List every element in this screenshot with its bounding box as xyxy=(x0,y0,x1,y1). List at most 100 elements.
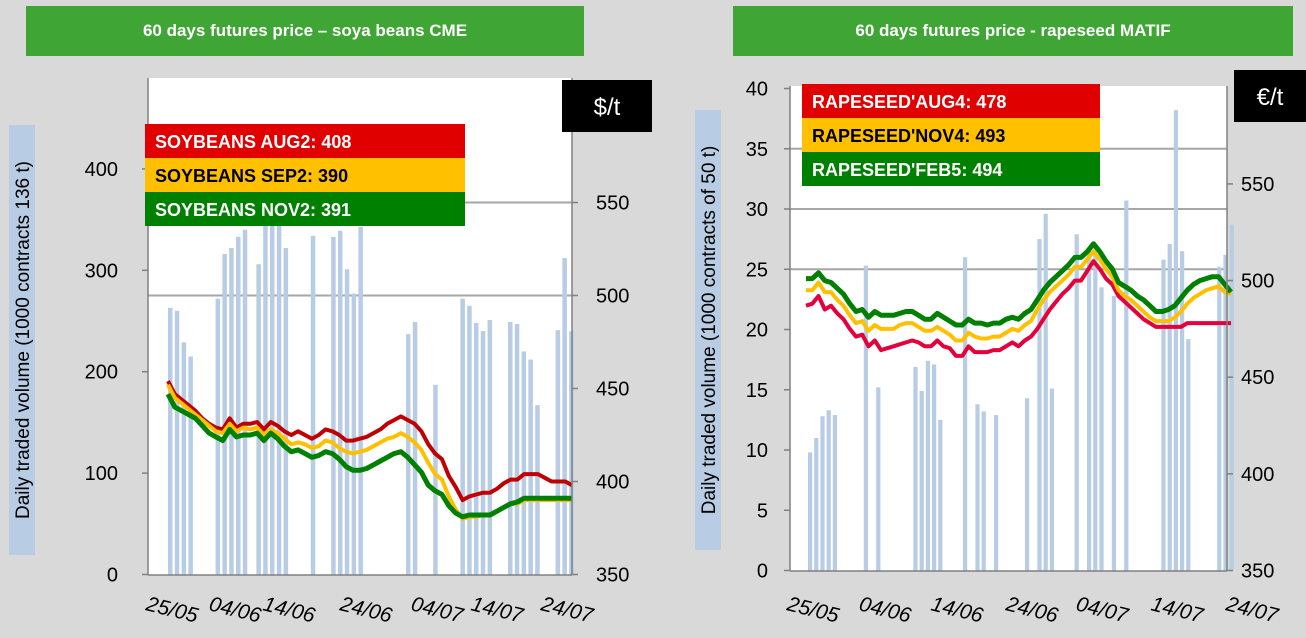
y2-tick-label: 500 xyxy=(596,286,629,308)
series-line-soybeans-aug2 xyxy=(166,380,574,503)
volume-bar xyxy=(925,360,930,571)
y-tick-label: 30 xyxy=(746,199,768,221)
volume-bar xyxy=(270,209,275,575)
volume-bar xyxy=(938,419,943,571)
series-line-rapeseed-feb5 xyxy=(806,241,1233,328)
y2-tick-label: 400 xyxy=(1241,464,1274,486)
volume-bar xyxy=(487,319,493,575)
volume-bar xyxy=(222,254,227,575)
unit-box xyxy=(562,80,652,132)
volume-bar xyxy=(820,416,825,571)
x-tick-label: 04/06 xyxy=(207,593,264,628)
x-tick-label: 24/07 xyxy=(1223,592,1282,628)
volume-bar xyxy=(1223,254,1228,571)
unit-box xyxy=(1234,70,1306,122)
y-tick-label: 100 xyxy=(85,463,118,485)
x-tick-label: 25/05 xyxy=(784,592,842,627)
legend-entry-bg xyxy=(145,124,465,158)
y2-tick-label: 500 xyxy=(1241,271,1274,293)
x-tick-label: 14/06 xyxy=(261,593,318,628)
y-axis-title: Daily traded volume (1000 contracts 136 … xyxy=(9,125,35,555)
volume-bar xyxy=(1167,243,1172,571)
volume-bar xyxy=(351,293,357,575)
volume-bar xyxy=(508,322,513,575)
volume-bar xyxy=(256,264,261,575)
volume-bar xyxy=(514,324,520,575)
volume-bar xyxy=(814,437,819,571)
y-tick-label: 5 xyxy=(757,500,768,522)
y-axis-title: Daily traded volume (1000 contracts of 5… xyxy=(695,110,721,550)
volume-bar xyxy=(863,265,868,571)
y2-tick-label: 350 xyxy=(1241,561,1274,583)
y-tick-label: 0 xyxy=(107,565,118,587)
legend-entry-bg xyxy=(802,84,1100,118)
x-tick-label: 24/06 xyxy=(337,592,395,627)
volume-bar xyxy=(555,330,561,575)
volume-bar xyxy=(963,257,968,571)
volume-bar xyxy=(832,415,837,571)
unit-label: €/t xyxy=(1257,84,1284,111)
y-axis-title-text: Daily traded volume (1000 contracts of 5… xyxy=(699,146,720,515)
x-tick-label: 04/06 xyxy=(857,593,914,628)
legend-entry-label: RAPESEED'FEB5: 494 xyxy=(812,160,1002,180)
volume-bar xyxy=(229,247,234,575)
legend-entry-label: SOYBEANS NOV2: 391 xyxy=(155,200,351,220)
volume-bar xyxy=(1111,295,1116,571)
volume-bar xyxy=(1043,213,1048,571)
series-line-rapeseed-nov4 xyxy=(806,249,1232,343)
volume-bar xyxy=(331,236,336,575)
volume-bar xyxy=(1074,234,1079,571)
legend-entry-bg xyxy=(802,118,1100,152)
volume-bar xyxy=(975,404,980,571)
volume-bar xyxy=(236,236,241,575)
x-tick-label: 04/07 xyxy=(409,593,467,628)
y2-tick-label: 550 xyxy=(596,193,629,215)
y-tick-label: 400 xyxy=(85,159,118,181)
volume-bar xyxy=(276,219,282,575)
volume-bar xyxy=(242,229,248,575)
legend-entry-bg xyxy=(145,192,465,226)
volume-bar xyxy=(181,342,187,575)
y-axis-title-bg xyxy=(695,110,721,550)
volume-bar xyxy=(168,307,173,575)
volume-bar xyxy=(1180,251,1185,571)
y-tick-label: 10 xyxy=(746,440,768,462)
chart-title-soya: 60 days futures price – soya beans CME xyxy=(26,6,584,56)
volume-bar xyxy=(876,387,881,571)
volume-bar xyxy=(263,221,268,575)
legend-entry-label: SOYBEANS SEP2: 390 xyxy=(155,166,348,186)
volume-bar xyxy=(913,366,918,571)
volume-bar xyxy=(344,269,350,575)
y-axis-title-text: Daily traded volume (1000 contracts 136 … xyxy=(13,161,34,519)
y2-tick-label: 450 xyxy=(596,379,629,401)
legend-entry-bg xyxy=(802,152,1100,186)
volume-bar xyxy=(1025,398,1030,571)
volume-bar xyxy=(412,322,418,575)
x-tick-label: 24/06 xyxy=(1003,592,1061,627)
y-tick-label: 40 xyxy=(746,79,768,101)
y-tick-label: 15 xyxy=(746,380,768,402)
volume-bar xyxy=(310,235,316,575)
volume-bar xyxy=(467,305,472,575)
y-tick-label: 200 xyxy=(85,362,118,384)
volume-bar xyxy=(1217,266,1222,571)
volume-bar xyxy=(460,298,465,575)
y2-tick-label: 350 xyxy=(596,565,629,587)
series-line-rapeseed-aug4 xyxy=(805,259,1231,358)
volume-bar xyxy=(174,310,180,575)
y2-tick-label: 550 xyxy=(1241,174,1274,196)
volume-bar xyxy=(808,452,813,571)
y-axis-title-bg xyxy=(9,125,35,555)
volume-bar xyxy=(406,334,411,575)
volume-bar xyxy=(528,359,533,575)
chart-rapeseed: Daily traded volume (1000 contracts of 5… xyxy=(695,70,1306,572)
volume-bar xyxy=(1186,339,1191,571)
legend-entry-label: RAPESEED'NOV4: 493 xyxy=(812,126,1005,146)
x-tick-label: 14/07 xyxy=(1149,593,1207,628)
volume-bar xyxy=(1037,239,1042,571)
volume-bar xyxy=(1099,287,1104,571)
chart-title-rapeseed: 60 days futures price - rapeseed MATIF xyxy=(733,6,1293,56)
volume-bar xyxy=(283,247,289,575)
volume-bar xyxy=(1093,243,1098,571)
